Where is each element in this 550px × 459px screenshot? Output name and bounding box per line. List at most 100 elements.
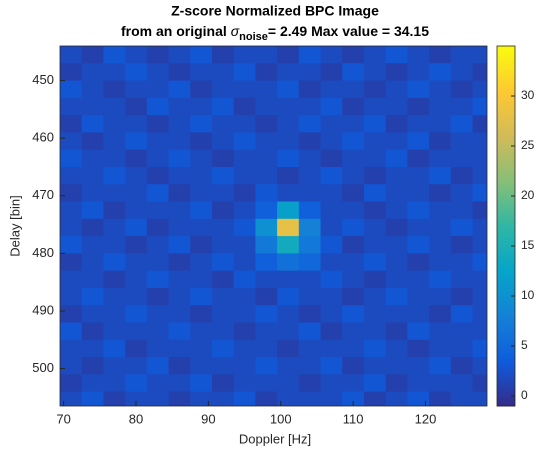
cell — [277, 132, 300, 151]
colorbar-step — [497, 253, 515, 257]
colorbar-tick-label: 10 — [521, 288, 535, 302]
cell — [255, 253, 278, 272]
cell — [407, 236, 430, 254]
cell — [125, 132, 148, 151]
cell — [211, 132, 235, 151]
cell — [125, 166, 148, 185]
cell — [146, 305, 170, 323]
cell — [81, 184, 104, 203]
cell — [168, 166, 191, 185]
cell — [168, 357, 191, 375]
cell — [190, 391, 213, 406]
cell — [233, 357, 256, 375]
colorbar-step — [497, 226, 515, 230]
cell — [125, 305, 148, 323]
cell — [342, 46, 365, 64]
colorbar-step — [497, 136, 515, 140]
cell — [81, 97, 104, 116]
cell — [429, 63, 452, 82]
cell — [277, 236, 300, 254]
cell — [429, 305, 452, 323]
cell — [472, 80, 487, 99]
cell — [385, 287, 408, 306]
cell — [342, 391, 365, 406]
cell — [60, 63, 83, 82]
y-tick-label: 460 — [32, 130, 54, 145]
cell — [190, 80, 213, 99]
cell — [103, 63, 126, 82]
cell — [81, 218, 104, 237]
cell — [211, 184, 235, 203]
cell — [211, 374, 235, 393]
cell — [211, 63, 235, 82]
cell — [103, 391, 126, 406]
cell — [168, 287, 191, 306]
colorbar-step — [497, 145, 515, 149]
cell — [320, 63, 343, 82]
cell — [363, 253, 387, 272]
cell — [407, 374, 430, 393]
cell — [255, 236, 278, 254]
cell — [81, 132, 104, 151]
cell — [103, 339, 126, 358]
cell — [429, 132, 452, 151]
cell — [233, 253, 256, 272]
cell — [320, 391, 343, 406]
cell — [342, 201, 365, 220]
cell — [429, 339, 452, 358]
cell — [190, 305, 213, 323]
cell — [168, 270, 191, 289]
cell — [472, 374, 487, 393]
cell — [233, 132, 256, 151]
cell — [385, 149, 408, 168]
cell — [320, 166, 343, 185]
cell — [103, 270, 126, 289]
cell — [320, 46, 343, 64]
cell — [60, 322, 83, 341]
cell — [146, 339, 170, 358]
cell — [146, 374, 170, 393]
cell — [298, 201, 322, 220]
cell — [60, 270, 83, 289]
cell — [233, 236, 256, 254]
cell — [168, 236, 191, 254]
cell — [190, 97, 213, 116]
colorbar-step — [497, 229, 515, 233]
cell — [125, 46, 148, 64]
cell — [277, 80, 300, 99]
colorbar-step — [497, 322, 515, 326]
cell — [255, 80, 278, 99]
cell — [255, 184, 278, 203]
cell — [168, 97, 191, 116]
colorbar-step — [497, 310, 515, 314]
cell — [320, 218, 343, 237]
cell — [472, 357, 487, 375]
y-axis-label: Delay [bin] — [7, 195, 22, 256]
subtitle-text: from an original — [121, 23, 231, 39]
colorbar-step — [497, 202, 515, 206]
colorbar-step — [497, 328, 515, 332]
cell — [342, 149, 365, 168]
cell — [211, 218, 235, 237]
cell — [450, 166, 474, 185]
colorbar-step — [497, 160, 515, 164]
colorbar-step — [497, 379, 515, 383]
cell — [450, 149, 474, 168]
cell — [429, 253, 452, 272]
colorbar-step — [497, 343, 515, 347]
colorbar-step — [497, 295, 515, 299]
cell — [255, 115, 278, 133]
cell — [342, 322, 365, 341]
cell — [450, 287, 474, 306]
colorbar-step — [497, 112, 515, 116]
colorbar-step — [497, 52, 515, 56]
cell — [211, 115, 235, 133]
cell — [125, 149, 148, 168]
cell — [190, 357, 213, 375]
cell — [125, 97, 148, 116]
cell — [168, 305, 191, 323]
colorbar-step — [497, 208, 515, 212]
cell — [277, 97, 300, 116]
colorbar-step — [497, 79, 515, 83]
